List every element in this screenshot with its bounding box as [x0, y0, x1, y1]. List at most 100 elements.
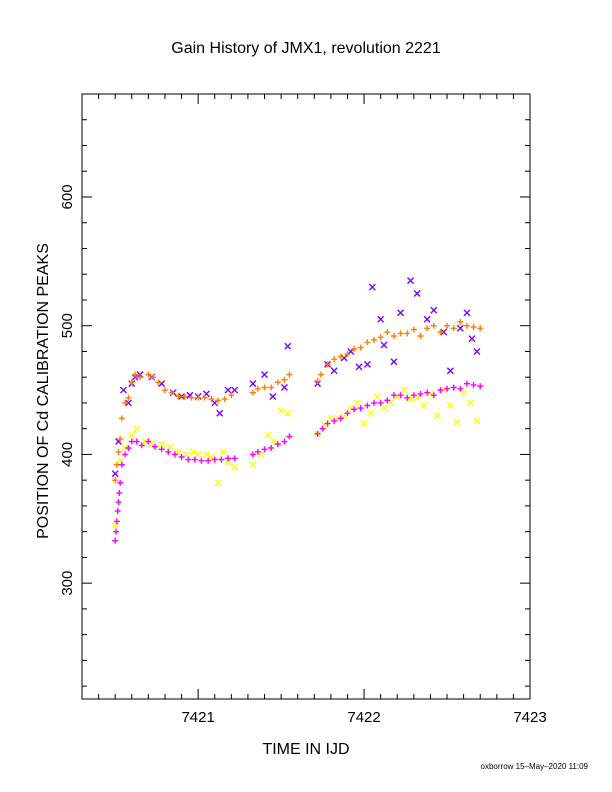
data-point [460, 389, 468, 397]
data-point [446, 367, 454, 375]
data-point [404, 330, 411, 337]
data-point [145, 371, 152, 378]
data-point [115, 499, 122, 506]
data-point [117, 435, 124, 442]
data-point [211, 456, 218, 463]
data-point [181, 393, 188, 400]
data-point [137, 374, 144, 381]
data-point [158, 380, 166, 388]
data-point [178, 393, 186, 400]
data-point [228, 392, 235, 399]
data-point [128, 379, 135, 386]
data-point [351, 406, 358, 413]
data-point [155, 379, 162, 386]
data-point [473, 417, 481, 425]
axis-ticks [81, 93, 531, 699]
data-point [125, 394, 132, 401]
data-point [249, 461, 257, 469]
data-point [417, 333, 424, 339]
data-point [373, 393, 381, 400]
data-point [450, 384, 457, 391]
series-3 [111, 386, 481, 529]
data-point [380, 404, 388, 412]
data-point [150, 374, 157, 381]
data-point [371, 336, 378, 343]
data-point [178, 454, 185, 460]
data-point [121, 444, 129, 452]
data-point [191, 456, 198, 463]
data-point [205, 457, 212, 464]
data-point [168, 389, 175, 396]
data-point [194, 450, 202, 458]
data-point [224, 386, 232, 394]
data-point [117, 479, 124, 486]
data-point [457, 385, 464, 392]
data-point [268, 384, 275, 391]
data-point [444, 322, 451, 329]
y-axis-label: POSITION OF Cd CALIBRATION PEAKS [35, 243, 52, 539]
data-point [344, 410, 351, 417]
data-point [337, 353, 344, 360]
x-tick-label: 7422 [347, 709, 380, 726]
data-point [280, 383, 288, 391]
data-point [397, 392, 404, 399]
series-4 [112, 380, 484, 544]
data-point [219, 448, 227, 456]
data-point [281, 376, 288, 383]
data-point [268, 444, 275, 451]
data-point [368, 283, 376, 291]
data-point [468, 335, 476, 343]
data-point [430, 392, 437, 399]
data-point [189, 448, 197, 456]
data-point [440, 328, 448, 336]
data-point [417, 390, 424, 397]
data-point [440, 386, 448, 394]
data-point [114, 508, 121, 515]
data-point [470, 323, 477, 330]
data-point [112, 477, 119, 484]
data-point [249, 380, 257, 388]
data-point [371, 399, 378, 406]
data-point [133, 425, 141, 433]
data-point [218, 456, 225, 463]
series-2 [112, 318, 484, 484]
data-point [390, 358, 398, 366]
data-point [319, 425, 326, 432]
data-point [331, 417, 338, 424]
data-point [457, 318, 464, 325]
y-tick-label: 500 [59, 313, 76, 338]
data-point [444, 385, 451, 392]
data-point [216, 409, 224, 417]
data-point [390, 392, 397, 399]
data-point [331, 356, 338, 363]
data-point [407, 277, 415, 285]
data-point [377, 334, 384, 341]
data-point [470, 381, 477, 388]
data-point [360, 420, 368, 428]
data-point [324, 420, 331, 427]
data-point [124, 399, 132, 407]
data-point [433, 412, 441, 420]
data-point [224, 458, 232, 466]
data-point [351, 345, 358, 352]
data-point [437, 387, 444, 394]
data-point [456, 324, 464, 332]
data-point [413, 290, 421, 298]
data-point [195, 394, 202, 401]
data-point [116, 490, 123, 497]
data-point [188, 394, 195, 401]
data-point [477, 325, 484, 332]
data-point [225, 455, 232, 462]
plot-frame [81, 93, 531, 700]
data-point [175, 393, 182, 400]
data-point [158, 440, 166, 448]
data-point [286, 433, 293, 440]
data-point [264, 431, 272, 439]
data-point [231, 386, 239, 394]
data-point [166, 443, 174, 451]
data-point [420, 402, 428, 410]
data-point [463, 322, 470, 329]
data-point [324, 361, 331, 368]
data-point [118, 461, 125, 468]
